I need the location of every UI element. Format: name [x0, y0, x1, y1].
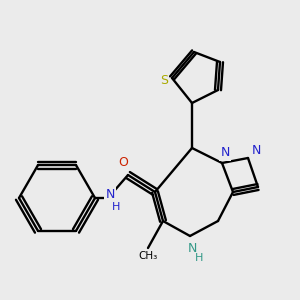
Text: N: N — [251, 143, 261, 157]
Text: N: N — [105, 188, 115, 202]
Text: N: N — [220, 146, 230, 160]
Text: N: N — [187, 242, 197, 254]
Text: CH₃: CH₃ — [138, 251, 158, 261]
Text: H: H — [195, 253, 203, 263]
Text: O: O — [118, 157, 128, 169]
Text: H: H — [112, 202, 120, 212]
Text: S: S — [160, 74, 168, 86]
